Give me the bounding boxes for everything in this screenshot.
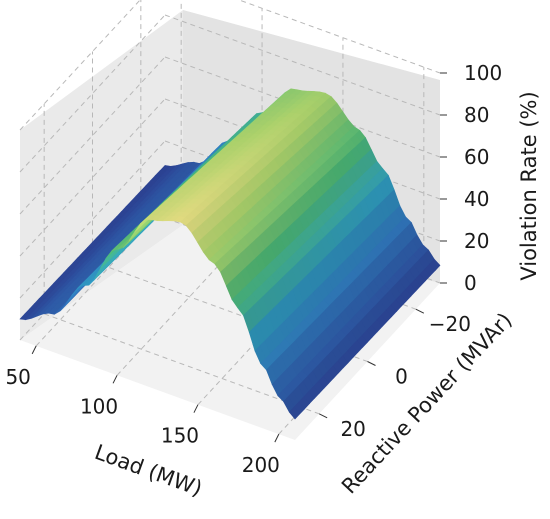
x-tick-mark bbox=[112, 375, 118, 384]
back-pane-left bbox=[20, 10, 183, 340]
z-tick-label: 60 bbox=[464, 145, 489, 169]
x-axis-label: Load (MW) bbox=[92, 440, 206, 501]
grid-line-z bbox=[164, 14, 441, 116]
grid-line-y bbox=[43, 313, 320, 415]
z-tick-label: 80 bbox=[464, 103, 489, 127]
y-tick-mark bbox=[318, 413, 328, 419]
z-tick-label: 100 bbox=[464, 61, 502, 85]
y-tick-label: −20 bbox=[429, 312, 471, 336]
x-tick-mark bbox=[31, 345, 37, 355]
x-tick-mark bbox=[193, 404, 199, 413]
z-tick-label: 40 bbox=[464, 187, 489, 211]
y-tick-label: 20 bbox=[340, 417, 365, 441]
z-axis-label: Violation Rate (%) bbox=[517, 91, 541, 280]
x-tick-label: 100 bbox=[80, 394, 118, 418]
x-tick-label: 150 bbox=[161, 424, 199, 448]
surface-mesh bbox=[19, 88, 441, 420]
z-tick-label: 0 bbox=[464, 271, 477, 295]
x-tick-mark bbox=[274, 433, 280, 443]
y-tick-label: 0 bbox=[395, 365, 408, 389]
y-tick-mark bbox=[415, 308, 425, 314]
y-tick-mark bbox=[367, 361, 376, 366]
surface-patch bbox=[288, 406, 301, 420]
grid-line-z bbox=[237, 0, 441, 74]
z-tick-label: 20 bbox=[464, 229, 489, 253]
x-tick-label: 50 bbox=[5, 365, 30, 389]
x-tick-label: 200 bbox=[242, 453, 280, 477]
